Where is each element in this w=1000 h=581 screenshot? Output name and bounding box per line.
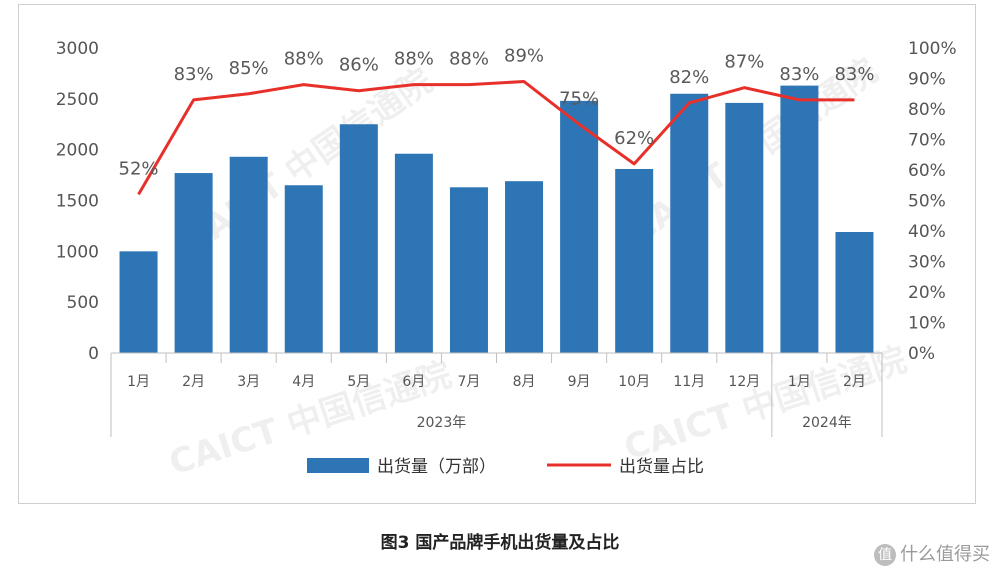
x-category-label: 1月 — [127, 374, 150, 390]
share-data-label: 86% — [339, 55, 379, 76]
x-category-label: 2月 — [182, 374, 205, 390]
bar — [339, 124, 378, 353]
x-category-label: 2月 — [843, 374, 866, 390]
y-left-tick-label: 0 — [88, 344, 99, 364]
x-category-label: 5月 — [347, 374, 370, 390]
x-category-label: 4月 — [292, 374, 315, 390]
y-right-tick-label: 80% — [908, 100, 946, 120]
y-left-tick-label: 2000 — [56, 141, 99, 161]
site-badge-icon: 值 — [874, 544, 896, 566]
bar — [394, 153, 433, 353]
share-data-label: 62% — [614, 128, 654, 149]
x-category-label: 7月 — [458, 374, 481, 390]
share-data-label: 52% — [119, 158, 159, 179]
x-category-label: 9月 — [568, 374, 591, 390]
y-left-tick-label: 3000 — [56, 39, 99, 59]
bar — [725, 102, 764, 354]
chart-caption: 图3 国产品牌手机出货量及占比 — [380, 533, 620, 553]
y-right-tick-label: 90% — [908, 70, 946, 90]
legend-bar-label: 出货量（万部） — [377, 457, 496, 477]
watermark-text: CAICT 中国信通院 — [619, 340, 911, 469]
bar — [615, 168, 654, 353]
y-right-tick-label: 70% — [908, 131, 946, 151]
bar — [449, 187, 488, 353]
share-data-label: 83% — [834, 64, 874, 85]
y-right-tick-label: 100% — [908, 39, 957, 59]
legend-bar-swatch — [307, 458, 369, 473]
site-watermark-text: 什么值得买 — [900, 544, 990, 565]
legend-line-label: 出货量占比 — [619, 457, 704, 477]
site-watermark: 值什么值得买 — [874, 540, 990, 566]
x-category-label: 3月 — [237, 374, 260, 390]
y-left-tick-label: 2500 — [56, 90, 99, 110]
y-right-tick-label: 60% — [908, 161, 946, 181]
bar — [835, 232, 874, 353]
x-category-label: 8月 — [513, 374, 536, 390]
bar — [284, 185, 323, 353]
y-right-tick-label: 20% — [908, 283, 946, 303]
share-data-label: 88% — [394, 49, 434, 70]
bar — [229, 156, 268, 353]
y-right-tick-label: 0% — [908, 344, 935, 364]
x-category-label: 11月 — [673, 374, 705, 390]
x-category-label: 1月 — [788, 374, 811, 390]
x-category-label: 6月 — [402, 374, 425, 390]
share-line — [137, 80, 855, 196]
share-data-label: 75% — [559, 88, 599, 109]
bar — [174, 173, 213, 353]
share-data-label: 88% — [284, 49, 324, 70]
bar — [670, 93, 709, 353]
bar — [560, 100, 599, 353]
y-right-tick-label: 30% — [908, 253, 946, 273]
y-left-tick-label: 1500 — [56, 192, 99, 212]
y-right-tick-label: 50% — [908, 192, 946, 212]
share-data-label: 85% — [229, 58, 269, 79]
year-group-label: 2024年 — [802, 415, 852, 431]
bar — [505, 181, 544, 353]
share-data-label: 89% — [504, 46, 544, 67]
bar — [780, 85, 819, 353]
share-data-label: 83% — [174, 64, 214, 85]
share-data-label: 82% — [669, 67, 709, 88]
x-category-label: 12月 — [728, 374, 760, 390]
y-left-tick-label: 500 — [67, 293, 99, 313]
year-group-label: 2023年 — [417, 415, 467, 431]
bar — [119, 251, 158, 353]
y-left-tick-label: 1000 — [56, 242, 99, 262]
y-right-tick-label: 40% — [908, 222, 946, 242]
share-data-label: 88% — [449, 49, 489, 70]
y-right-tick-label: 10% — [908, 314, 946, 334]
x-category-label: 10月 — [618, 374, 650, 390]
share-data-label: 87% — [724, 52, 764, 73]
share-data-label: 83% — [779, 64, 819, 85]
